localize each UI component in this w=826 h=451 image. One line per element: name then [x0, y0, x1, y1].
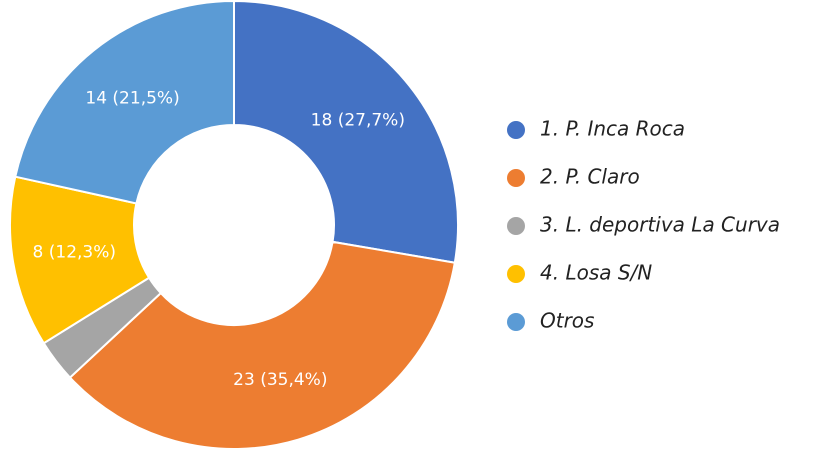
donut-segment: [233, 0, 459, 264]
legend-label: 2. P. Claro: [540, 165, 640, 189]
donut-segment: [14, 0, 235, 205]
legend-label: 1. P. Inca Roca: [540, 117, 685, 141]
data-label: 18 (27,7%): [311, 111, 405, 131]
donut-segment: [68, 240, 456, 450]
data-label: 14 (21,5%): [85, 89, 179, 109]
legend-label: 4. Losa S/N: [540, 261, 652, 285]
data-label: 8 (12,3%): [33, 242, 117, 262]
legend-marker: [507, 121, 525, 139]
legend-marker: [507, 265, 525, 283]
legend-marker: [507, 217, 525, 235]
data-label: 23 (35,4%): [233, 370, 327, 390]
legend-label: Otros: [540, 309, 594, 333]
legend-marker: [507, 169, 525, 187]
legend-label: 3. L. deportiva La Curva: [540, 213, 780, 237]
legend-marker: [507, 313, 525, 331]
